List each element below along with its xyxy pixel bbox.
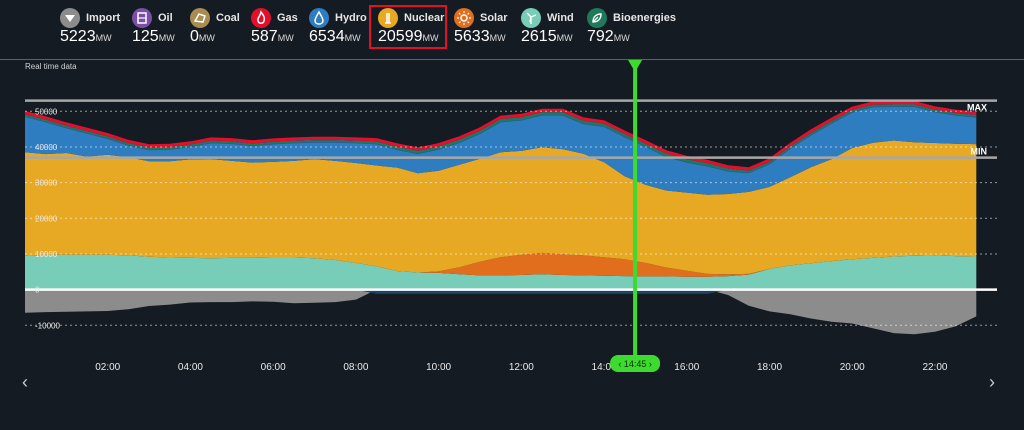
x-tick-label: 08:00	[343, 362, 368, 373]
legend-label-hydro: Hydro	[335, 12, 367, 24]
x-tick-label: 16:00	[674, 362, 699, 373]
legend-value-nuclear: 20599MW	[378, 28, 439, 45]
legend-value-wind: 2615MW	[521, 28, 573, 45]
source-legend: Import 5223MW Oil 125MW Coal 0MW Gas 587…	[0, 0, 1024, 56]
x-tick-label: 20:00	[840, 362, 865, 373]
series-gas-line	[24, 101, 977, 170]
x-tick-label: 22:00	[922, 362, 947, 373]
hydro-pumping-area	[25, 289, 977, 294]
x-tick-label: 10:00	[426, 362, 451, 373]
legend-value-oil: 125MW	[132, 28, 175, 45]
barrel-icon	[132, 8, 152, 28]
realtime-label: Real time data	[25, 62, 77, 71]
x-tick-label: 02:00	[95, 362, 120, 373]
legend-value-gas: 587MW	[251, 28, 294, 45]
droplet-icon	[309, 8, 329, 28]
series-hydro-area	[25, 106, 977, 195]
y-tick-label: 0	[35, 286, 40, 295]
time-cursor-top-marker	[628, 60, 643, 72]
series-hydro-line	[24, 106, 977, 174]
legend-label-bioenergies: Bioenergies	[613, 12, 676, 24]
prev-day-button[interactable]: ‹	[22, 372, 28, 392]
time-cursor-handle[interactable]	[610, 355, 661, 372]
legend-value-coal: 0MW	[190, 28, 215, 45]
series-nuclear-area	[25, 140, 977, 275]
legend-value-bioenergies: 792MW	[587, 28, 630, 45]
time-cursor-label: ‹ 14:45 ›	[618, 359, 652, 369]
chevron-down-icon	[60, 8, 80, 28]
legend-label-coal: Coal	[216, 12, 240, 24]
highlight-frame	[369, 5, 447, 49]
series-wind-area	[25, 254, 977, 290]
flame-icon	[251, 8, 271, 28]
x-tick-label: 12:00	[509, 362, 534, 373]
series-solar-area	[25, 252, 977, 277]
legend-label-gas: Gas	[277, 12, 298, 24]
y-tick-label: 50000	[35, 107, 58, 116]
y-tick-label: 30000	[35, 179, 58, 188]
legend-value-solar: 5633MW	[454, 28, 506, 45]
legend-divider	[0, 59, 1024, 60]
legend-label-nuclear: Nuclear	[404, 12, 445, 24]
sun-icon	[454, 8, 474, 28]
import-export-area	[25, 289, 977, 335]
x-tick-label: 18:00	[757, 362, 782, 373]
x-tick-label: 04:00	[178, 362, 203, 373]
x-tick-label: 06:00	[261, 362, 286, 373]
legend-label-wind: Wind	[547, 12, 574, 24]
wind-turbine-icon	[521, 8, 541, 28]
y-tick-label: 20000	[35, 214, 58, 223]
legend-label-solar: Solar	[480, 12, 508, 24]
legend-label-import: Import	[86, 12, 121, 24]
leaf-icon	[587, 8, 607, 28]
legend-value-hydro: 6534MW	[309, 28, 361, 45]
reference-label-min: MIN	[971, 147, 988, 157]
coal-icon	[190, 8, 210, 28]
legend-value-import: 5223MW	[60, 28, 112, 45]
next-day-button[interactable]: ›	[989, 372, 995, 392]
nuclear-icon	[378, 8, 398, 28]
x-tick-label: 14:00	[592, 362, 617, 373]
reference-label-max: MAX	[967, 103, 987, 113]
y-tick-label: -10000	[35, 321, 60, 330]
y-tick-label: 10000	[35, 250, 58, 259]
legend-label-oil: Oil	[158, 12, 173, 24]
y-tick-label: 40000	[35, 143, 58, 152]
